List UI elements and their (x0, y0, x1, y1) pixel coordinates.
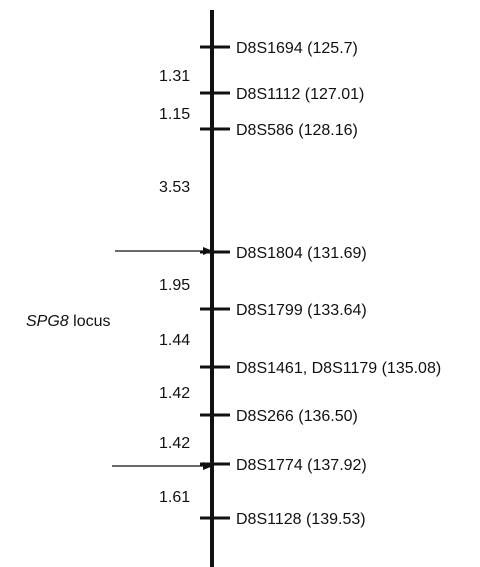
locus-label: SPG8 locus (26, 313, 110, 330)
marker-label: D8S1774 (137.92) (236, 457, 367, 474)
marker-label: D8S1128 (139.53) (236, 511, 366, 528)
marker-label: D8S1461, D8S1179 (135.08) (236, 360, 441, 377)
marker-group: D8S1694 (125.7) D8S1112 (127.01) D8S586 (1… (200, 40, 441, 528)
marker-label: D8S1112 (127.01) (236, 86, 364, 103)
interval-label: 3.53 (159, 179, 190, 196)
interval-label: 1.42 (159, 435, 190, 452)
locus-name: SPG8 (26, 313, 69, 330)
interval-label: 1.95 (159, 277, 190, 294)
marker-label: D8S586 (128.16) (236, 122, 358, 139)
interval-label: 1.15 (159, 106, 190, 123)
interval-group: 1.31 1.15 3.53 1.95 1.44 1.42 1.42 1.61 (159, 68, 190, 506)
marker-label: D8S1799 (133.64) (236, 302, 367, 319)
interval-label: 1.44 (159, 332, 190, 349)
interval-label: 1.61 (159, 489, 190, 506)
locus-suffix: locus (69, 313, 111, 330)
interval-label: 1.42 (159, 385, 190, 402)
marker-label: D8S1694 (125.7) (236, 40, 358, 57)
interval-label: 1.31 (159, 68, 190, 85)
marker-label: D8S1804 (131.69) (236, 245, 367, 262)
marker-label: D8S266 (136.50) (236, 408, 358, 425)
